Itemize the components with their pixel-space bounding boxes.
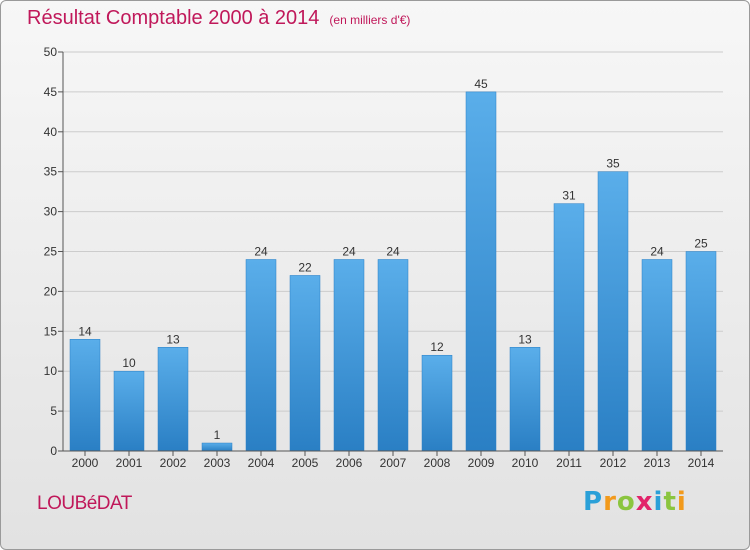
bars (69, 91, 717, 452)
y-tick-label: 30 (44, 205, 58, 219)
y-tick-label: 25 (44, 245, 58, 259)
chart-title-text: Résultat Comptable 2000 à 2014 (27, 7, 320, 29)
bar (289, 275, 321, 452)
proxiti-logo: Proxiti (583, 487, 687, 517)
bar (157, 347, 189, 452)
y-tick-label: 45 (44, 85, 58, 99)
logo-letter: o (616, 487, 636, 517)
x-tick-label: 2014 (688, 456, 715, 470)
bar-value-label: 24 (650, 244, 664, 258)
bar-value-label: 12 (430, 340, 444, 354)
y-tick-label: 15 (44, 324, 58, 338)
bar (421, 354, 453, 452)
bar (685, 251, 717, 452)
bar-value-label: 25 (694, 237, 708, 251)
x-tick-label: 2005 (292, 456, 319, 470)
x-tick-label: 2000 (72, 456, 99, 470)
bar (641, 259, 673, 452)
x-tick-label: 2007 (380, 456, 407, 470)
y-tick-label: 0 (50, 444, 57, 458)
logo-letter: x (635, 487, 654, 517)
y-tick-label: 20 (44, 284, 58, 298)
logo-letter: i (653, 487, 664, 517)
logo-letter: i (676, 487, 687, 517)
bar (377, 259, 409, 452)
y-tick-label: 35 (44, 165, 58, 179)
logo-letter: r (603, 487, 617, 517)
bar (113, 370, 145, 452)
bar-value-label: 10 (122, 356, 136, 370)
bar (465, 91, 497, 452)
chart-title: Résultat Comptable 2000 à 2014 (en millie… (27, 7, 410, 30)
bar-value-label: 22 (298, 260, 312, 274)
labels: 0510152025303540455014200010200113200212… (44, 45, 715, 470)
bar-value-label: 31 (562, 189, 576, 203)
bar-value-label: 24 (342, 244, 356, 258)
x-tick-label: 2011 (556, 456, 582, 470)
logo-letter: P (583, 487, 604, 517)
logo-letter: t (663, 487, 677, 517)
y-tick-label: 50 (44, 45, 58, 59)
y-tick-label: 10 (44, 364, 58, 378)
axes (58, 51, 723, 456)
bar-value-label: 35 (606, 157, 620, 171)
bar (509, 347, 541, 452)
bar-value-label: 1 (214, 428, 221, 442)
bar (201, 442, 233, 452)
y-tick-label: 40 (44, 125, 58, 139)
bar-value-label: 13 (166, 332, 180, 346)
x-tick-label: 2013 (644, 456, 671, 470)
bar (245, 259, 277, 452)
chart-unit-text: (en milliers d'€) (329, 13, 411, 27)
y-tick-label: 5 (50, 404, 57, 418)
x-tick-label: 2012 (600, 456, 627, 470)
bar-value-label: 14 (78, 324, 92, 338)
x-tick-label: 2003 (204, 456, 231, 470)
x-tick-label: 2009 (468, 456, 495, 470)
bar (553, 203, 585, 452)
x-tick-label: 2010 (512, 456, 539, 470)
commune-name: LOUBéDAT (37, 493, 132, 514)
x-tick-label: 2002 (160, 456, 187, 470)
x-tick-label: 2006 (336, 456, 363, 470)
x-tick-label: 2001 (116, 456, 143, 470)
bar-value-label: 13 (518, 332, 532, 346)
bar-value-label: 45 (474, 77, 488, 91)
bar (597, 171, 629, 452)
bar-value-label: 24 (386, 244, 400, 258)
bar (69, 339, 101, 452)
x-tick-label: 2008 (424, 456, 451, 470)
bar-value-label: 24 (254, 244, 268, 258)
bar (333, 259, 365, 452)
x-tick-label: 2004 (248, 456, 275, 470)
